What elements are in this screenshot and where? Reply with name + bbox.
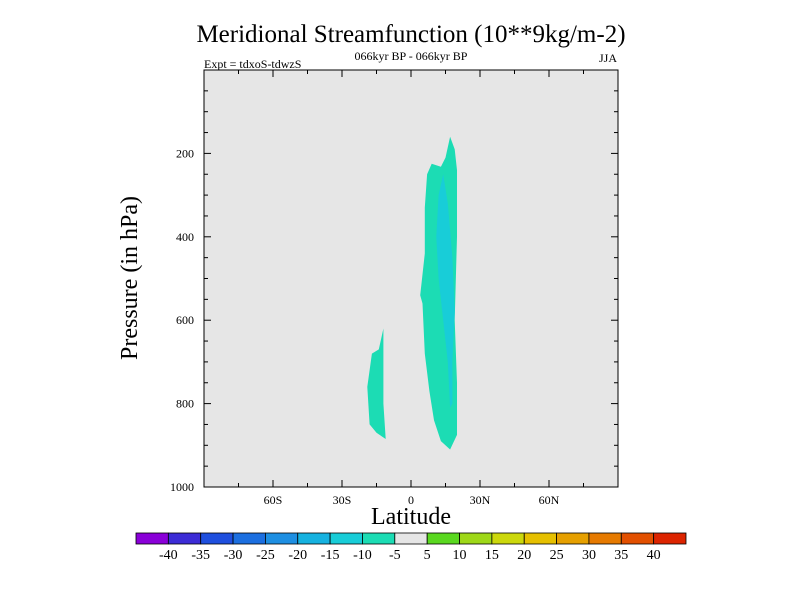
y-tick-label: 400 [176,230,194,244]
contour-region-tropical-cell-inner [436,174,455,408]
y-tick-label: 800 [176,397,194,411]
colorbar-level-label: -15 [321,548,340,563]
colorbar-swatch [297,532,331,545]
colorbar-swatch [588,532,622,545]
chart-title: Meridional Streamfunction (10**9kg/m-2) [196,21,625,48]
colorbar-level-label: 15 [485,548,499,563]
colorbar-swatch [491,532,525,545]
x-tick-label: 0 [408,493,414,507]
colorbar-swatch [620,532,655,545]
experiment-label: Expt = tdxoS-tdwzS [204,57,301,71]
x-axis-label: Latitude [371,504,451,530]
colorbar-swatch [167,532,202,545]
colorbar-level-label: 5 [424,548,431,563]
colorbar-swatch [329,532,363,545]
x-tick-label: 30N [470,493,491,507]
colorbar-level-label: 10 [453,548,467,563]
colorbar-swatch [394,532,428,545]
y-tick-label: 600 [176,313,194,327]
colorbar-swatch [523,532,557,545]
colorbar-swatch [459,532,493,545]
colorbar-level-label: -30 [224,548,243,563]
colorbar-level-label: 20 [517,548,531,563]
colorbar-level-label: -5 [389,548,401,563]
y-tick-label: 200 [176,146,194,160]
x-tick-label: 60S [264,493,283,507]
colorbar-swatch [232,532,266,545]
colorbar [135,532,687,545]
x-tick-label: 60N [539,493,560,507]
colorbar-swatch [265,532,299,545]
colorbar-swatch [426,532,460,545]
season-label: JJA [599,51,617,65]
colorbar-level-label: -25 [256,548,275,563]
colorbar-swatch [135,532,169,545]
colorbar-swatch [200,532,234,545]
y-axis-label: Pressure (in hPa) [117,196,143,360]
axis-ticks [203,70,619,487]
colorbar-level-label: -10 [353,548,372,563]
colorbar-level-label: 35 [614,548,628,563]
x-tick-labels: 60S 30S 0 30N 60N [264,493,560,507]
colorbar-level-label: 25 [550,548,564,563]
chart-subtitle: 066kyr BP - 066kyr BP [355,49,468,63]
colorbar-swatch [653,532,687,545]
colorbar-level-label: -35 [191,548,210,563]
plot-area [204,70,618,487]
contour-regions [367,136,457,450]
x-tick-label: 30S [333,493,352,507]
colorbar-level-label: 30 [582,548,596,563]
y-tick-labels: 200 400 600 800 1000 [170,146,194,494]
colorbar-swatch [556,532,590,545]
contour-region-southern-cell [367,328,386,439]
colorbar-level-label: -20 [288,548,307,563]
y-tick-label: 1000 [170,480,194,494]
colorbar-swatch [362,532,396,545]
colorbar-level-label: -40 [159,548,178,563]
colorbar-level-label: 40 [647,548,661,563]
colorbar-labels: -40 -35 -30 -25 -20 -15 -10 -5 5 10 15 20 25 30 35 40 [159,548,661,563]
